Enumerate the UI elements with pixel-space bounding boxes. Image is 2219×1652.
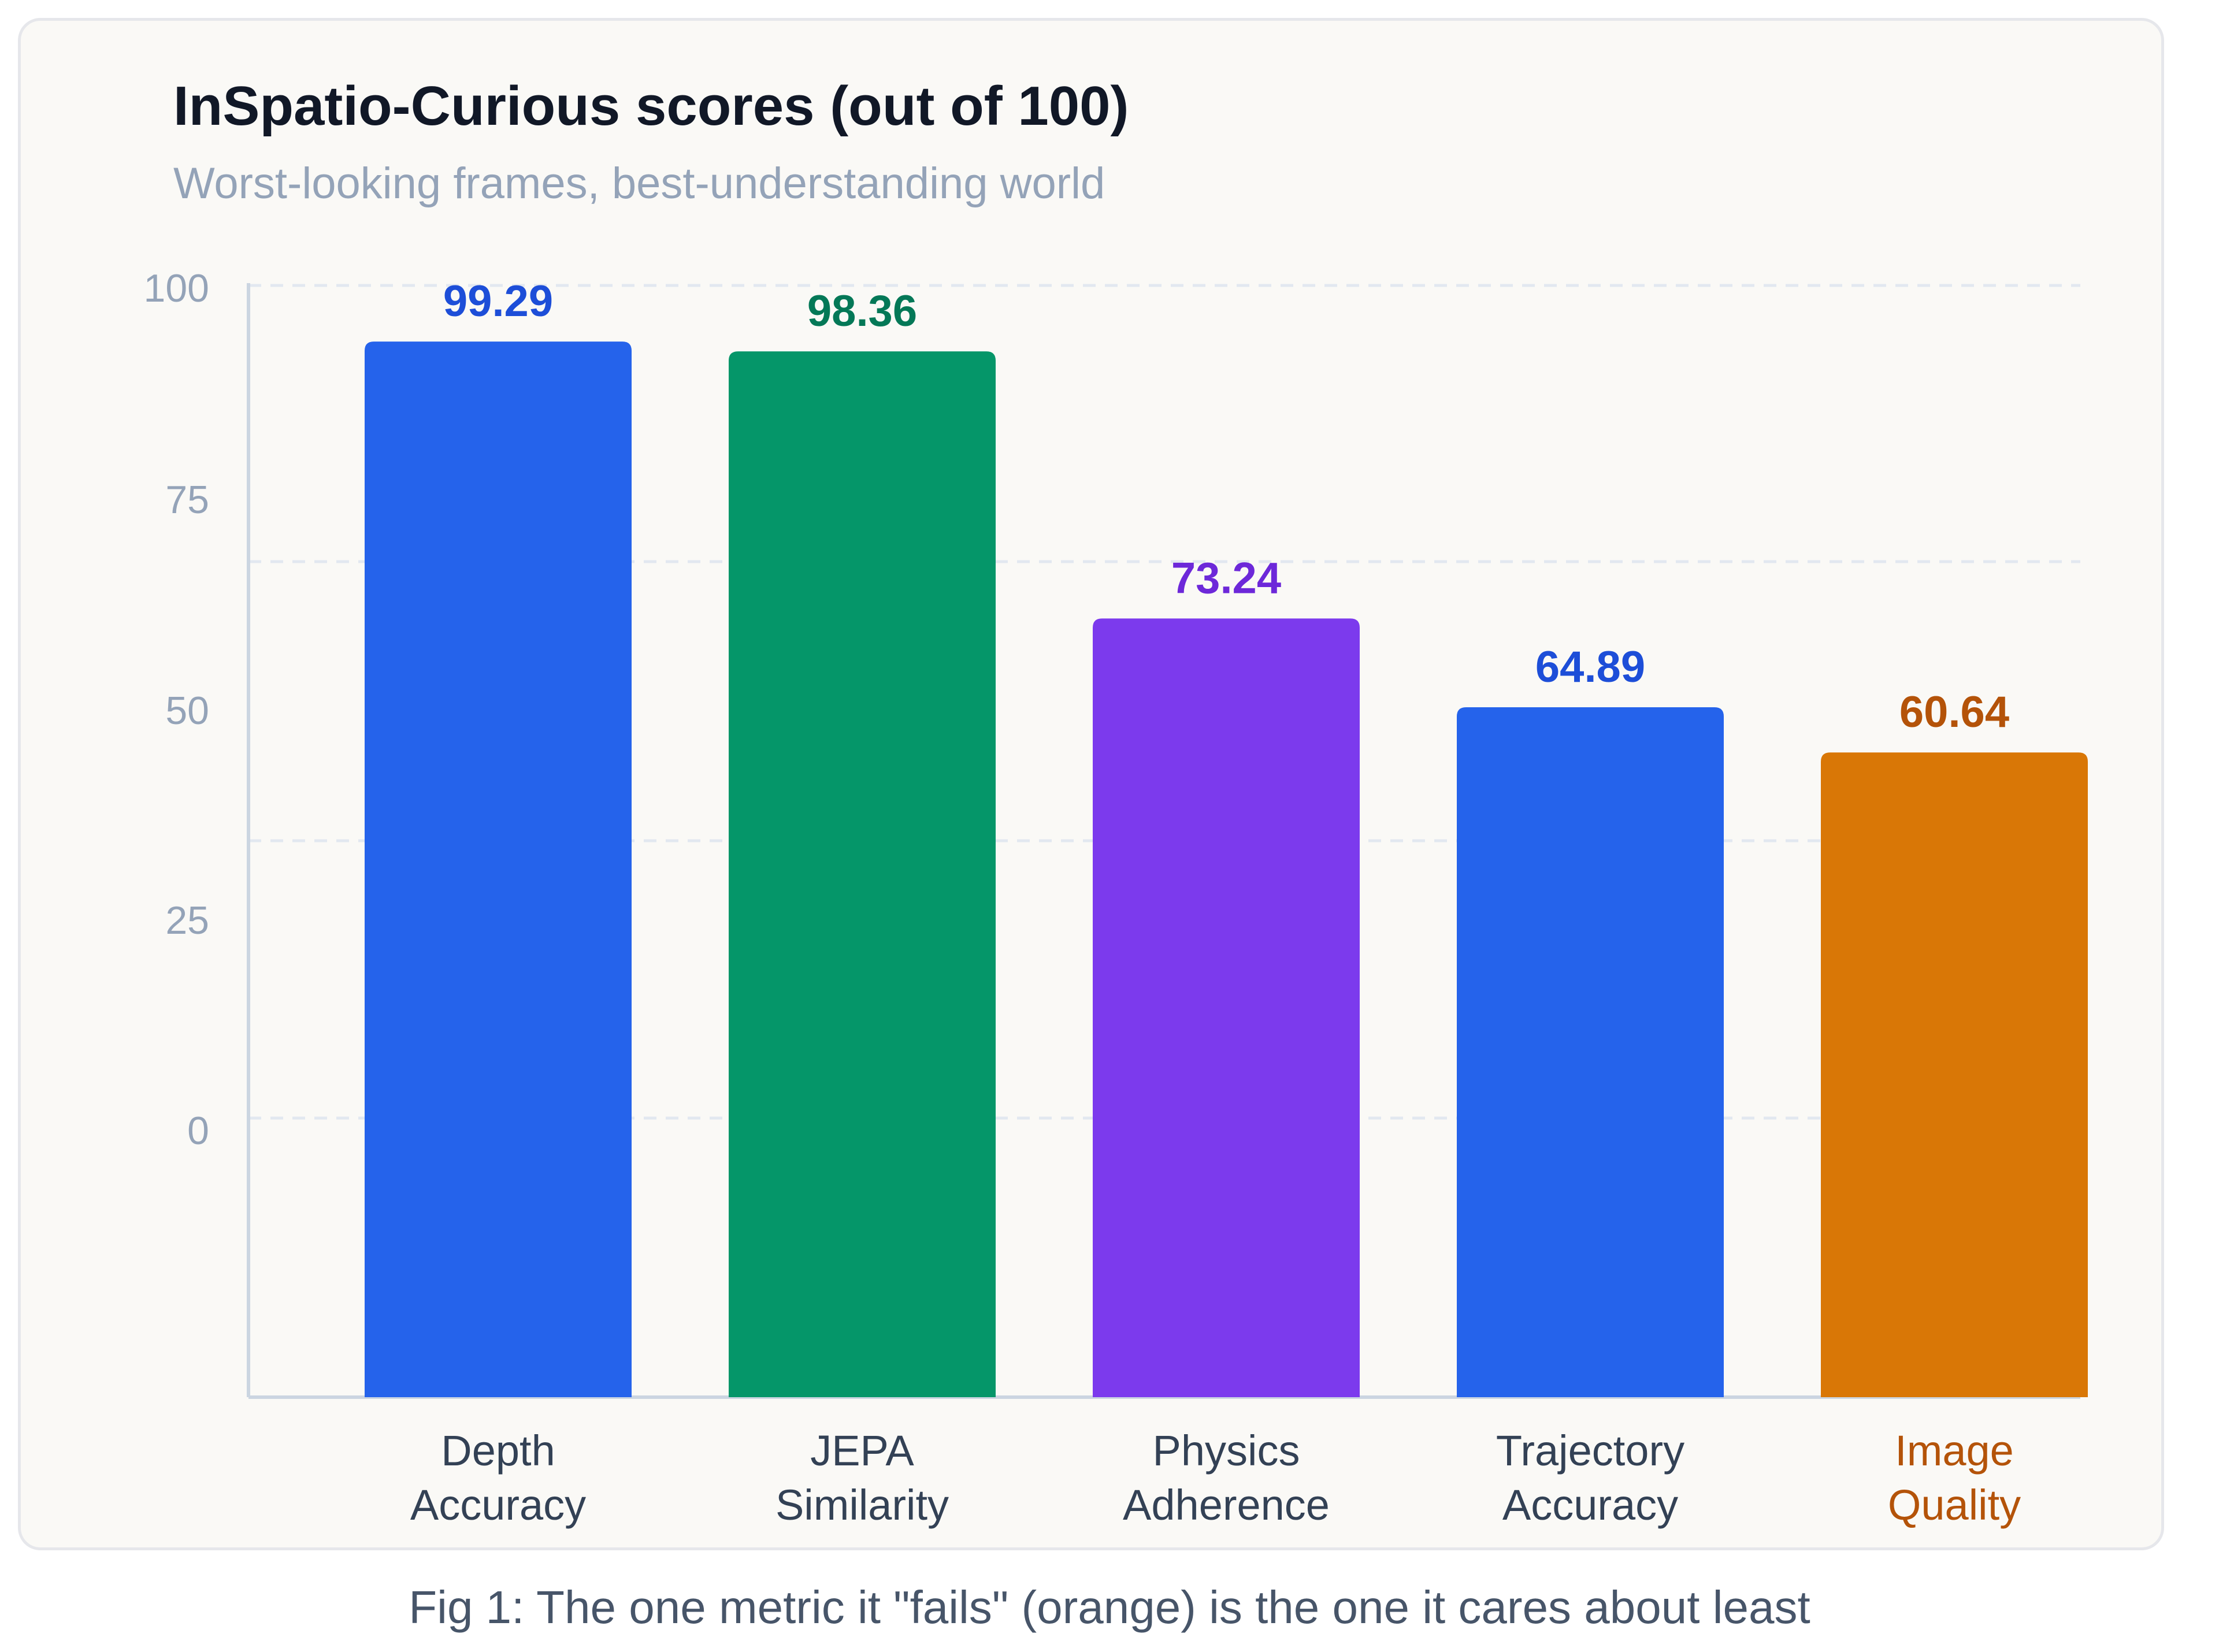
figure-caption: Fig 1: The one metric it "fails" (orange…: [409, 1582, 1810, 1633]
bar-chart: 100 75 50 25 0 99.29 98.36 73.24 64.89 60.64 Dep…: [144, 266, 2088, 1529]
gridlines: [248, 284, 2080, 1120]
y-tick-labels: 100 75 50 25 0: [144, 266, 209, 1153]
value-label-2: 73.24: [1171, 554, 1281, 603]
bar-1: [729, 351, 996, 1397]
bar-4: [1821, 752, 2088, 1397]
category-label-4-line-0: Image: [1895, 1427, 2014, 1475]
category-label-4-line-1: Quality: [1888, 1481, 2021, 1529]
y-tick-label-25: 25: [165, 899, 209, 942]
value-label-0: 99.29: [443, 277, 553, 326]
category-label-0-line-1: Accuracy: [410, 1481, 586, 1529]
category-label-0-line-0: Depth: [441, 1427, 555, 1475]
chart-title: InSpatio-Curious scores (out of 100): [173, 75, 1129, 137]
value-label-4: 60.64: [1899, 688, 2009, 737]
value-labels: 99.29 98.36 73.24 64.89 60.64: [443, 277, 2009, 737]
value-label-3: 64.89: [1535, 643, 1645, 692]
category-label-1-line-1: Similarity: [775, 1481, 949, 1529]
category-label-3-line-0: Trajectory: [1496, 1427, 1684, 1475]
bar-3: [1457, 707, 1724, 1397]
y-tick-label-75: 75: [165, 478, 209, 522]
value-label-1: 98.36: [807, 287, 917, 336]
category-label-1-line-0: JEPA: [810, 1427, 914, 1475]
y-tick-label-50: 50: [165, 689, 209, 733]
y-tick-label-0: 0: [187, 1109, 209, 1153]
bars: [365, 341, 2088, 1398]
y-tick-label-100: 100: [144, 266, 209, 310]
bar-2: [1093, 618, 1360, 1397]
bar-0: [365, 341, 632, 1398]
category-label-3-line-1: Accuracy: [1502, 1481, 1678, 1529]
category-labels: Depth Accuracy JEPA Similarity Physics Adhere…: [410, 1427, 2021, 1529]
category-label-2-line-1: Adherence: [1123, 1481, 1330, 1529]
chart-subtitle: Worst-looking frames, best-understanding…: [173, 159, 1105, 208]
category-label-2-line-0: Physics: [1153, 1427, 1300, 1475]
